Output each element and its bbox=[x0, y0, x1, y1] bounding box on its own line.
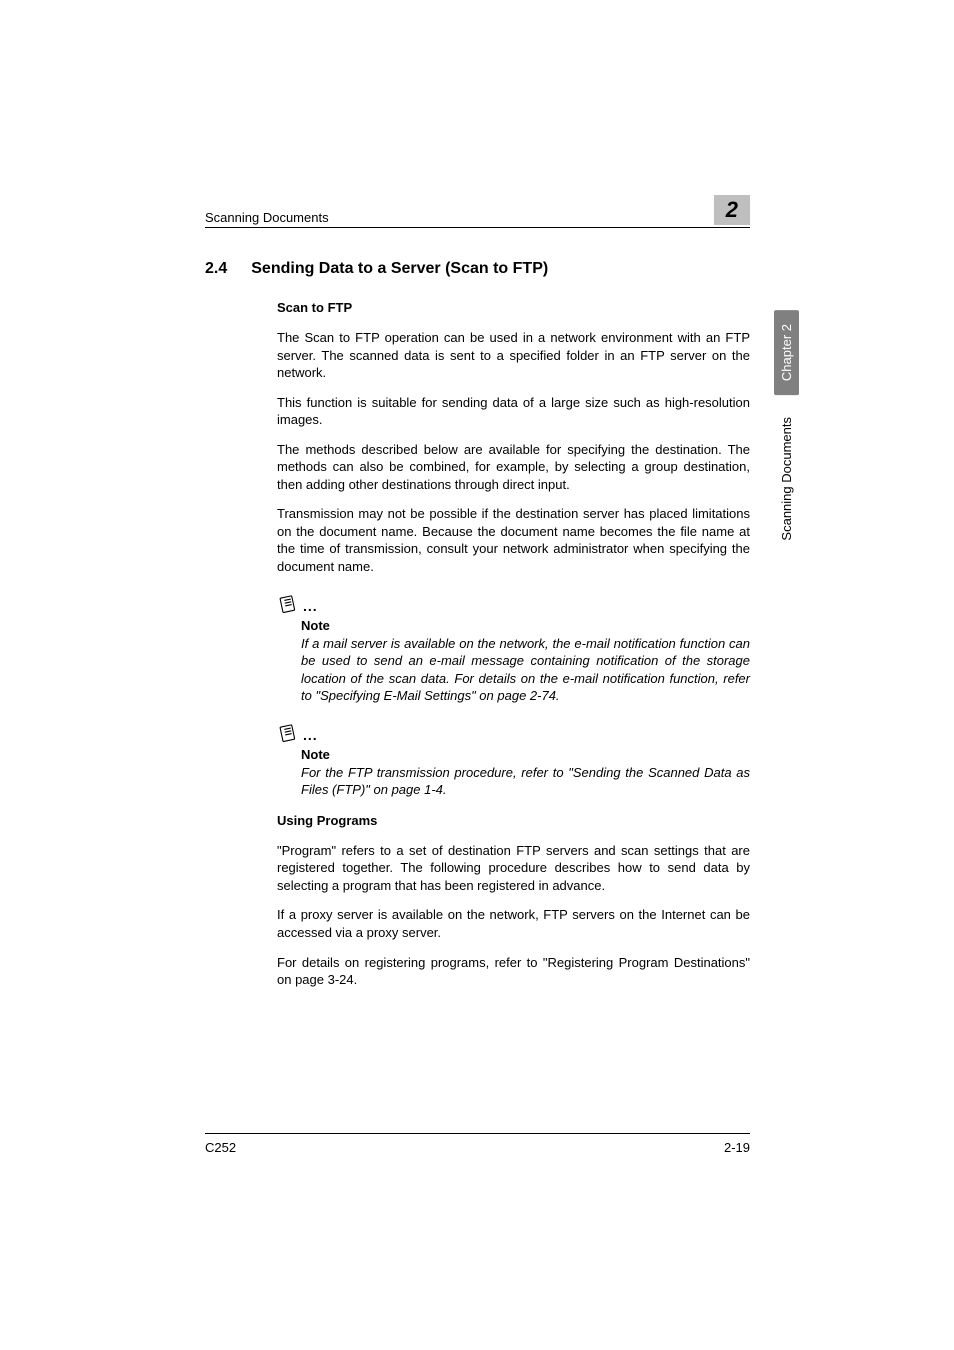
note-dots: ... bbox=[303, 727, 318, 745]
note-icon bbox=[277, 723, 299, 745]
subheading-scan-to-ftp: Scan to FTP bbox=[277, 300, 750, 315]
paragraph: For details on registering programs, ref… bbox=[277, 954, 750, 989]
subheading-using-programs: Using Programs bbox=[277, 813, 750, 828]
paragraph: "Program" refers to a set of destination… bbox=[277, 842, 750, 895]
note-text: For the FTP transmission procedure, refe… bbox=[301, 764, 750, 799]
side-tab-chapter: Chapter 2 bbox=[774, 310, 799, 395]
footer-model: C252 bbox=[205, 1140, 236, 1155]
note-dots: ... bbox=[303, 598, 318, 616]
section-title-row: 2.4 Sending Data to a Server (Scan to FT… bbox=[205, 260, 750, 278]
page-header: Scanning Documents 2 bbox=[205, 195, 750, 228]
paragraph: The Scan to FTP operation can be used in… bbox=[277, 329, 750, 382]
note-icon-row: ... bbox=[277, 723, 750, 745]
page-content: Scanning Documents 2 2.4 Sending Data to… bbox=[205, 195, 750, 1001]
note-icon-row: ... bbox=[277, 594, 750, 616]
page-footer: C252 2-19 bbox=[205, 1133, 750, 1155]
section-title: Sending Data to a Server (Scan to FTP) bbox=[251, 260, 548, 278]
note-label: Note bbox=[301, 747, 750, 762]
note-block-1: ... Note If a mail server is available o… bbox=[277, 594, 750, 705]
section-number: 2.4 bbox=[205, 260, 227, 278]
side-tab-section: Scanning Documents bbox=[779, 409, 794, 549]
paragraph: This function is suitable for sending da… bbox=[277, 394, 750, 429]
note-icon bbox=[277, 594, 299, 616]
paragraph: Transmission may not be possible if the … bbox=[277, 505, 750, 575]
paragraph: If a proxy server is available on the ne… bbox=[277, 906, 750, 941]
content-block-2: Using Programs "Program" refers to a set… bbox=[277, 813, 750, 989]
note-label: Note bbox=[301, 618, 750, 633]
note-block-2: ... Note For the FTP transmission proced… bbox=[277, 723, 750, 799]
header-chapter-number: 2 bbox=[714, 195, 750, 225]
paragraph: The methods described below are availabl… bbox=[277, 441, 750, 494]
footer-page-number: 2-19 bbox=[724, 1140, 750, 1155]
content-block-1: Scan to FTP The Scan to FTP operation ca… bbox=[277, 300, 750, 799]
side-tab: Chapter 2 Scanning Documents bbox=[774, 310, 799, 549]
header-section-label: Scanning Documents bbox=[205, 210, 329, 225]
note-text: If a mail server is available on the net… bbox=[301, 635, 750, 705]
